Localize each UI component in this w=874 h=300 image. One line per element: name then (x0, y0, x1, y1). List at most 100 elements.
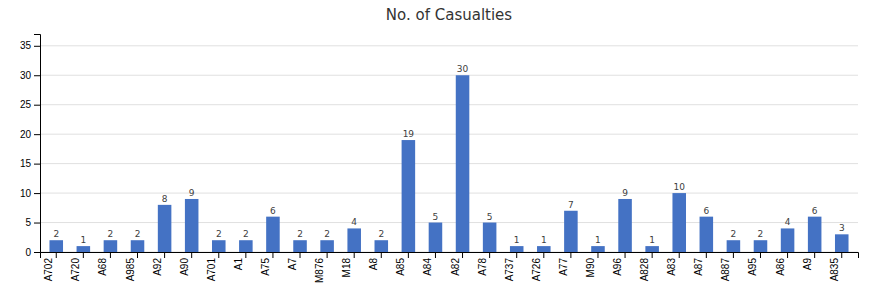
x-axis: A702A720A68A985A92A90A701A1A75A7M876M18A… (41, 252, 859, 283)
data-label: 1 (80, 235, 86, 245)
x-tick-mark (570, 252, 571, 258)
x-tick: A83 (666, 252, 679, 276)
x-tick-mark (300, 252, 301, 258)
y-tick-mark (34, 46, 40, 47)
bar (49, 240, 63, 252)
x-tick-mark (245, 252, 246, 258)
x-tick: A95 (747, 252, 760, 276)
x-tick-mark (408, 252, 409, 258)
x-tick-mark (597, 252, 598, 258)
bar (672, 193, 686, 252)
data-label: 2 (216, 229, 222, 239)
x-tick: A737 (504, 252, 517, 281)
data-label: 5 (433, 212, 439, 222)
x-tick-label: A86 (775, 258, 786, 276)
y-tick-label: 10 (20, 188, 32, 199)
data-label: 1 (595, 235, 601, 245)
x-tick: A985 (125, 252, 138, 281)
x-tick-label: A737 (504, 258, 515, 282)
x-tick-mark (164, 252, 165, 258)
x-tick-mark (625, 252, 626, 258)
y-tick-label: 5 (25, 217, 31, 228)
x-tick: A96 (612, 252, 625, 276)
bar (618, 199, 632, 252)
data-label: 2 (758, 229, 764, 239)
x-tick-label: A96 (612, 258, 623, 276)
data-label: 8 (162, 194, 168, 204)
y-tick-mark (34, 75, 40, 76)
x-tick: A720 (70, 252, 83, 281)
x-tick-mark (327, 252, 328, 258)
x-tick-label: M90 (585, 258, 596, 278)
bar (645, 246, 659, 252)
x-tick: M876 (314, 252, 327, 283)
bar (591, 246, 605, 252)
x-tick-label: A78 (477, 258, 488, 276)
bar (293, 240, 307, 252)
chart-title: No. of Casualties (386, 6, 513, 24)
data-label: 1 (541, 235, 547, 245)
bar (429, 223, 443, 252)
x-tick: A9 (802, 252, 815, 270)
x-tick-label: A8 (368, 258, 379, 271)
bar (375, 240, 389, 252)
bar (456, 75, 470, 252)
x-tick-mark (381, 252, 382, 258)
x-tick-label: A1 (233, 258, 244, 271)
y-tick-mark (34, 252, 40, 253)
x-tick-label: A75 (260, 258, 271, 276)
x-tick-label: M18 (341, 258, 352, 278)
data-label: 2 (731, 229, 737, 239)
y-tick-label: 35 (20, 40, 32, 51)
data-label: 4 (351, 217, 357, 227)
y-tick: 25 (20, 99, 40, 110)
y-tick: 30 (20, 70, 40, 81)
x-tick-mark (354, 252, 355, 258)
x-tick-label: A83 (666, 258, 677, 276)
bar (483, 223, 497, 252)
data-label: 2 (378, 229, 384, 239)
x-tick: A8 (368, 252, 381, 270)
y-tick-mark (34, 193, 40, 194)
x-tick: A887 (720, 252, 733, 281)
data-labels: 212289226224219530511719110622463 (53, 64, 844, 245)
x-tick-mark (679, 252, 680, 258)
bar (564, 211, 578, 252)
x-tick-label: M876 (314, 258, 325, 283)
data-label: 9 (189, 188, 195, 198)
bar (347, 228, 361, 252)
y-tick: 5 (25, 217, 40, 228)
y-tick-label: 30 (20, 70, 32, 81)
x-tick: A85 (395, 252, 408, 276)
x-tick-mark (191, 252, 192, 258)
x-tick-mark (516, 252, 517, 258)
y-tick: 15 (20, 158, 40, 169)
x-tick-mark (706, 252, 707, 258)
x-tick-label: A887 (720, 258, 731, 282)
bar (781, 228, 795, 252)
x-tick-label: A7 (287, 258, 298, 271)
x-tick: A82 (450, 252, 463, 276)
chart-container: 05101520253035A702A720A68A985A92A90A701A… (0, 0, 874, 300)
bar (131, 240, 145, 252)
y-tick-mark (34, 134, 40, 135)
x-tick-label: A835 (829, 258, 840, 282)
grid-line (40, 104, 858, 105)
x-tick: A701 (206, 252, 219, 281)
data-label: 19 (403, 129, 415, 139)
x-tick-mark (652, 252, 653, 258)
bar (754, 240, 768, 252)
bar (212, 240, 226, 252)
x-tick: A1 (233, 252, 246, 270)
data-label: 2 (297, 229, 303, 239)
data-label: 6 (270, 206, 276, 216)
x-tick-label: A701 (206, 258, 217, 282)
y-tick-mark (34, 164, 40, 165)
data-label: 2 (243, 229, 249, 239)
x-tick-mark (56, 252, 57, 258)
x-tick: A86 (775, 252, 788, 276)
x-axis-line (41, 253, 859, 259)
bar (185, 199, 199, 252)
x-tick-mark (760, 252, 761, 258)
x-tick: A90 (179, 252, 192, 276)
